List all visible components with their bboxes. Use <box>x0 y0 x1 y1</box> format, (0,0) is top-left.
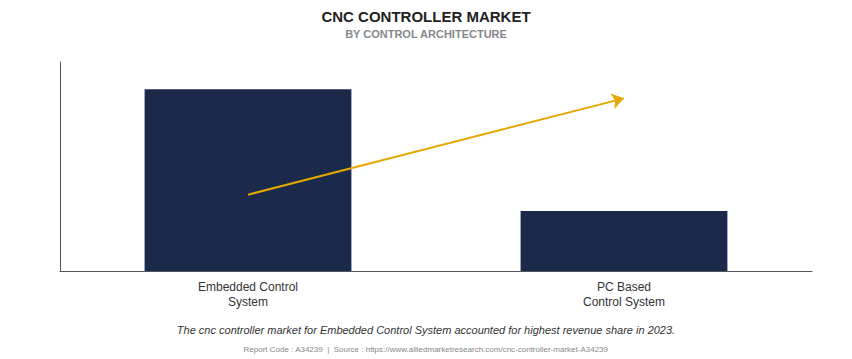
svg-text:Report Code : A34239 | Sourc: Report Code : A34239 | Source : https://… <box>244 345 609 354</box>
svg-text:Embedded Control: Embedded Control <box>198 280 298 294</box>
svg-text:PC Based: PC Based <box>597 280 651 294</box>
svg-text:CNC CONTROLLER MARKET: CNC CONTROLLER MARKET <box>321 8 530 25</box>
svg-text:The cnc controller market for: The cnc controller market for Embedded C… <box>177 324 675 336</box>
svg-text:BY CONTROL ARCHITECTURE: BY CONTROL ARCHITECTURE <box>345 28 507 40</box>
svg-text:System: System <box>228 295 268 309</box>
svg-text:Control System: Control System <box>583 295 665 309</box>
